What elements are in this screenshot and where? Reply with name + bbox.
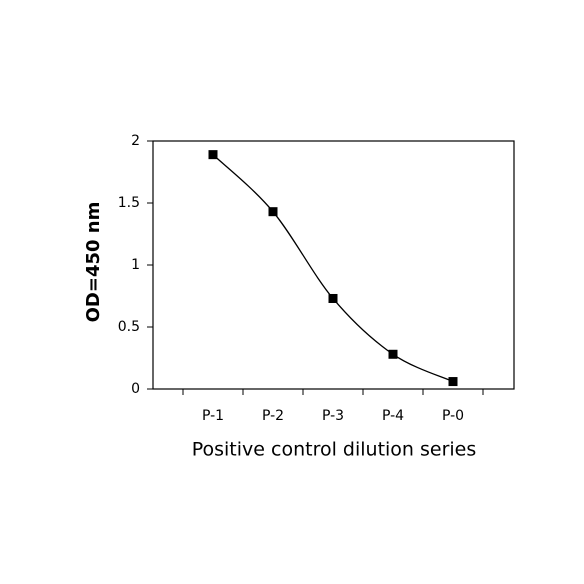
y-tick-label: 0	[131, 381, 140, 397]
x-tick-label: P-4	[382, 408, 404, 424]
y-tick-label: 2	[131, 133, 140, 149]
data-point	[328, 293, 338, 303]
y-axis-title: OD=450 nm	[83, 202, 104, 323]
data-point	[448, 377, 458, 387]
data-point	[388, 349, 398, 359]
data-point	[208, 150, 218, 160]
x-tick-label: P-2	[262, 408, 284, 424]
x-tick-label: P-0	[442, 408, 464, 424]
x-axis-title: Positive control dilution series	[192, 439, 477, 461]
x-tick-label: P-3	[322, 408, 344, 424]
y-tick-label: 1.5	[118, 195, 140, 211]
data-point	[268, 207, 278, 217]
y-tick-label: 0.5	[118, 319, 140, 335]
x-tick-label: P-1	[202, 408, 224, 424]
y-tick-label: 1	[131, 257, 140, 273]
